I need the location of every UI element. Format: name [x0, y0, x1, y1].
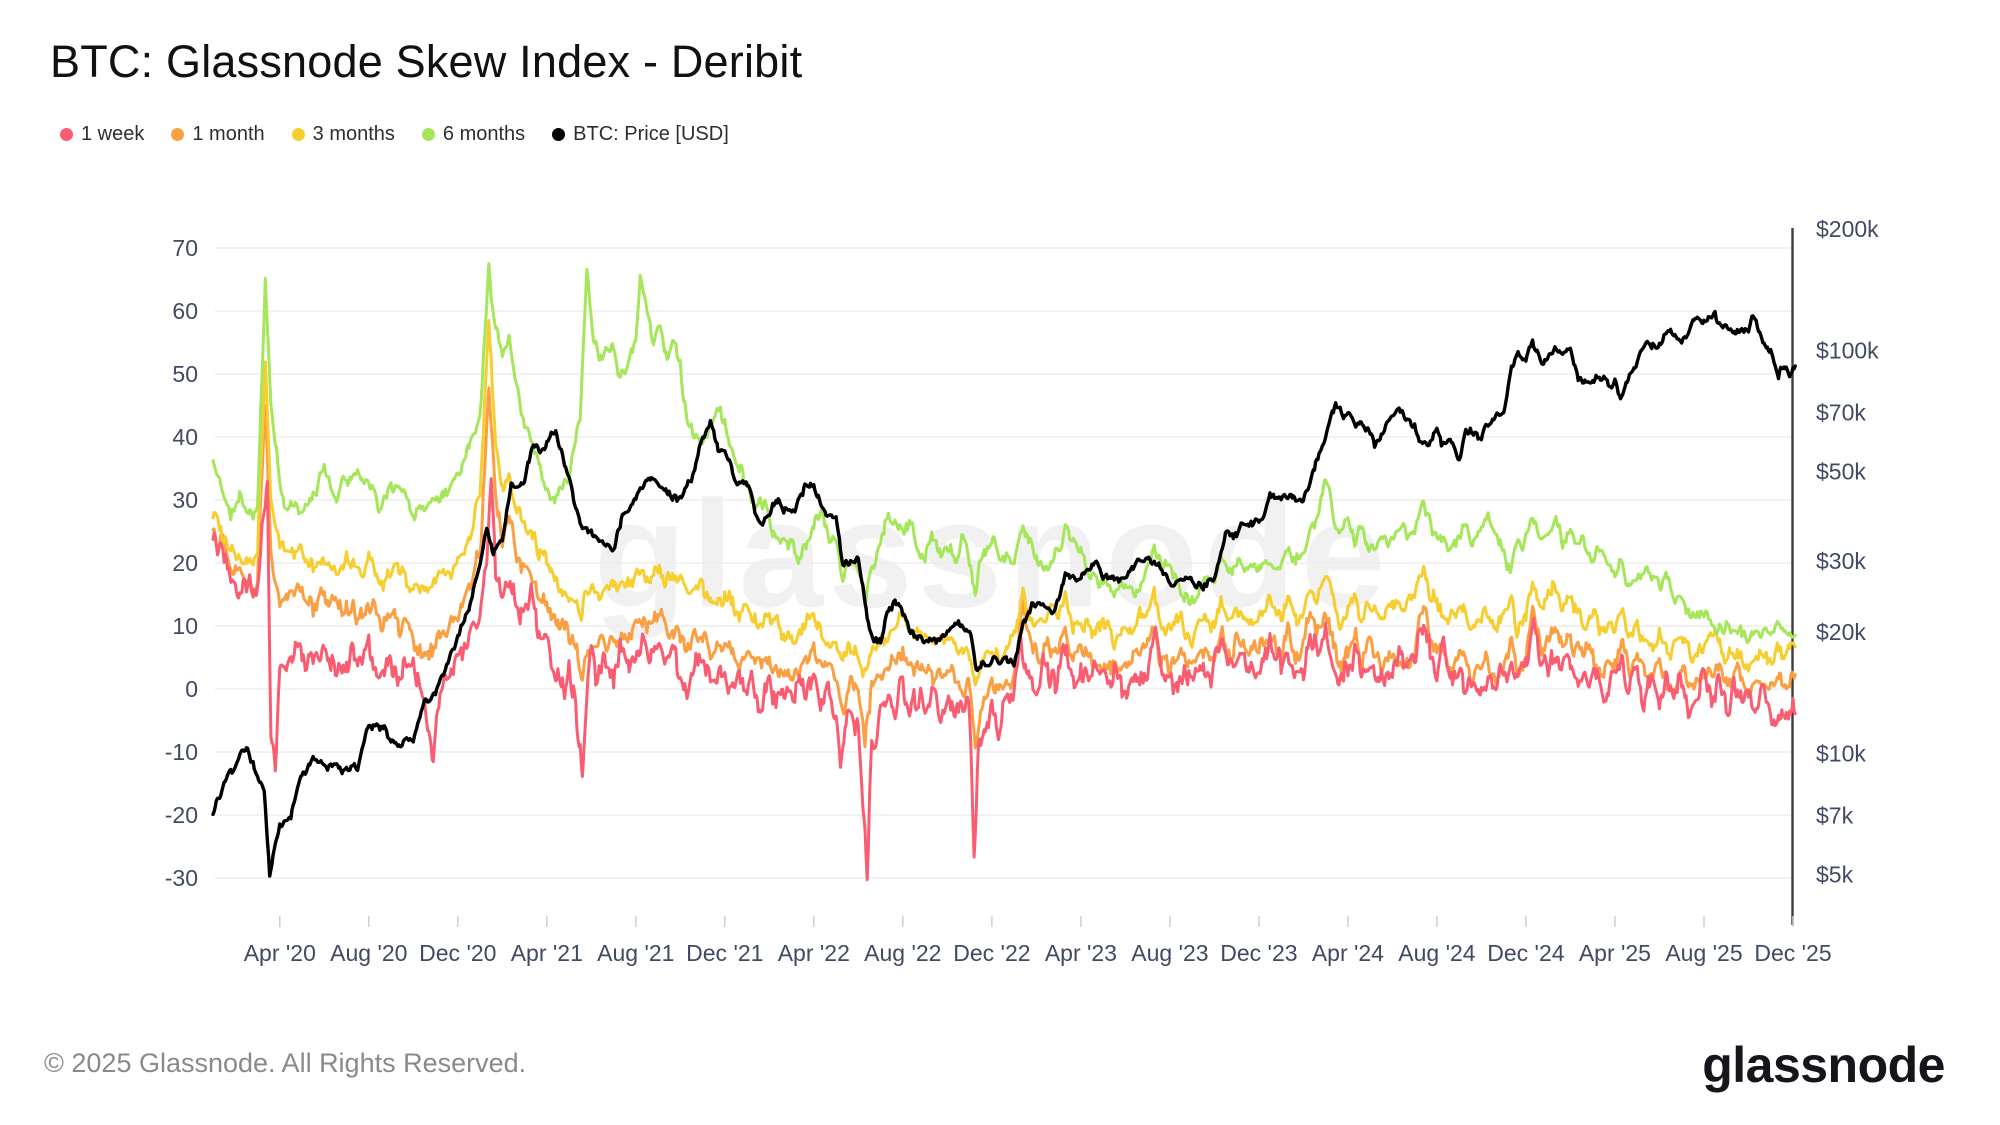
y-left-tick-label: 20: [172, 550, 198, 576]
x-tick-label: Apr '20: [244, 940, 316, 966]
x-tick-label: Apr '22: [778, 940, 850, 966]
y-right-tick-label: $50k: [1816, 459, 1866, 485]
y-right-tick-label: $70k: [1816, 400, 1866, 426]
y-right-tick-label: $7k: [1816, 803, 1854, 829]
x-tick-label: Aug '21: [597, 940, 674, 966]
series-line-3-months: [211, 318, 1797, 687]
x-tick-label: Aug '23: [1131, 940, 1208, 966]
legend-item-3-months[interactable]: 3 months: [291, 123, 395, 146]
series-line-6-months: [211, 262, 1797, 645]
x-tick-label: Apr '23: [1045, 940, 1117, 966]
legend-label: 3 months: [312, 123, 395, 145]
y-left-tick-label: 40: [172, 424, 198, 450]
legend-dot-icon: [291, 128, 305, 141]
y-left-tick-label: 30: [172, 487, 198, 513]
y-left-tick-label: 10: [172, 613, 198, 639]
chart-legend: 1 week 1 month 3 months 6 months BTC: Price …: [60, 123, 729, 146]
y-right-tick-label: $100k: [1816, 337, 1879, 363]
legend-dot-icon: [60, 128, 73, 141]
glassnode-watermark: glassnode: [593, 469, 1391, 640]
y-left-tick-label: 50: [172, 361, 198, 387]
legend-label: 6 months: [442, 123, 526, 145]
y-left-tick-label: 60: [172, 298, 198, 324]
legend-dot-icon: [171, 128, 185, 141]
glassnode-logo: glassnode: [1702, 1037, 1945, 1093]
copyright-text: © 2025 Glassnode. All Rights Reserved.: [44, 1048, 527, 1078]
x-tick-label: Dec '20: [419, 940, 496, 966]
x-tick-label: Aug '25: [1665, 940, 1742, 966]
x-tick-label: Aug '20: [330, 940, 407, 966]
x-tick-label: Apr '21: [511, 940, 583, 966]
x-tick-label: Apr '25: [1579, 940, 1651, 966]
y-right-tick-label: $30k: [1816, 548, 1866, 574]
x-tick-label: Dec '22: [953, 940, 1030, 966]
y-left-tick-label: -20: [165, 802, 198, 828]
y-left-tick-label: -10: [165, 739, 198, 765]
y-right-tick-label: $10k: [1816, 740, 1866, 766]
legend-item-btc-price-usd-[interactable]: BTC: Price [USD]: [552, 123, 729, 146]
x-tick-label: Aug '22: [864, 940, 941, 966]
x-tick-label: Dec '25: [1754, 940, 1831, 966]
x-tick-label: Aug '24: [1398, 940, 1475, 966]
y-left-tick-label: 70: [172, 235, 198, 261]
series-line-btc-price-usd-: [211, 309, 1797, 878]
series-line-1-month: [211, 386, 1797, 750]
y-right-tick-label: $5k: [1816, 862, 1854, 888]
legend-item-1-week[interactable]: 1 week: [60, 123, 144, 146]
y-right-tick-label: $20k: [1816, 619, 1866, 645]
x-tick-label: Apr '24: [1312, 940, 1384, 966]
y-left-tick-label: -30: [165, 865, 198, 891]
legend-dot-icon: [421, 128, 435, 141]
x-tick-label: Dec '23: [1220, 940, 1297, 966]
series-line-1-week: [211, 477, 1797, 882]
legend-label: 1 month: [192, 123, 265, 145]
legend-item-1-month[interactable]: 1 month: [171, 123, 265, 146]
legend-dot-icon: [552, 128, 566, 141]
y-left-tick-label: 0: [185, 676, 198, 702]
legend-label: BTC: Price [USD]: [573, 123, 729, 145]
y-right-tick-label: $200k: [1816, 216, 1879, 242]
x-tick-label: Dec '24: [1487, 940, 1564, 966]
page-title: BTC: Glassnode Skew Index - Deribit: [50, 36, 803, 87]
legend-label: 1 week: [81, 123, 145, 145]
x-tick-label: Dec '21: [686, 940, 763, 966]
legend-item-6-months[interactable]: 6 months: [421, 123, 526, 146]
